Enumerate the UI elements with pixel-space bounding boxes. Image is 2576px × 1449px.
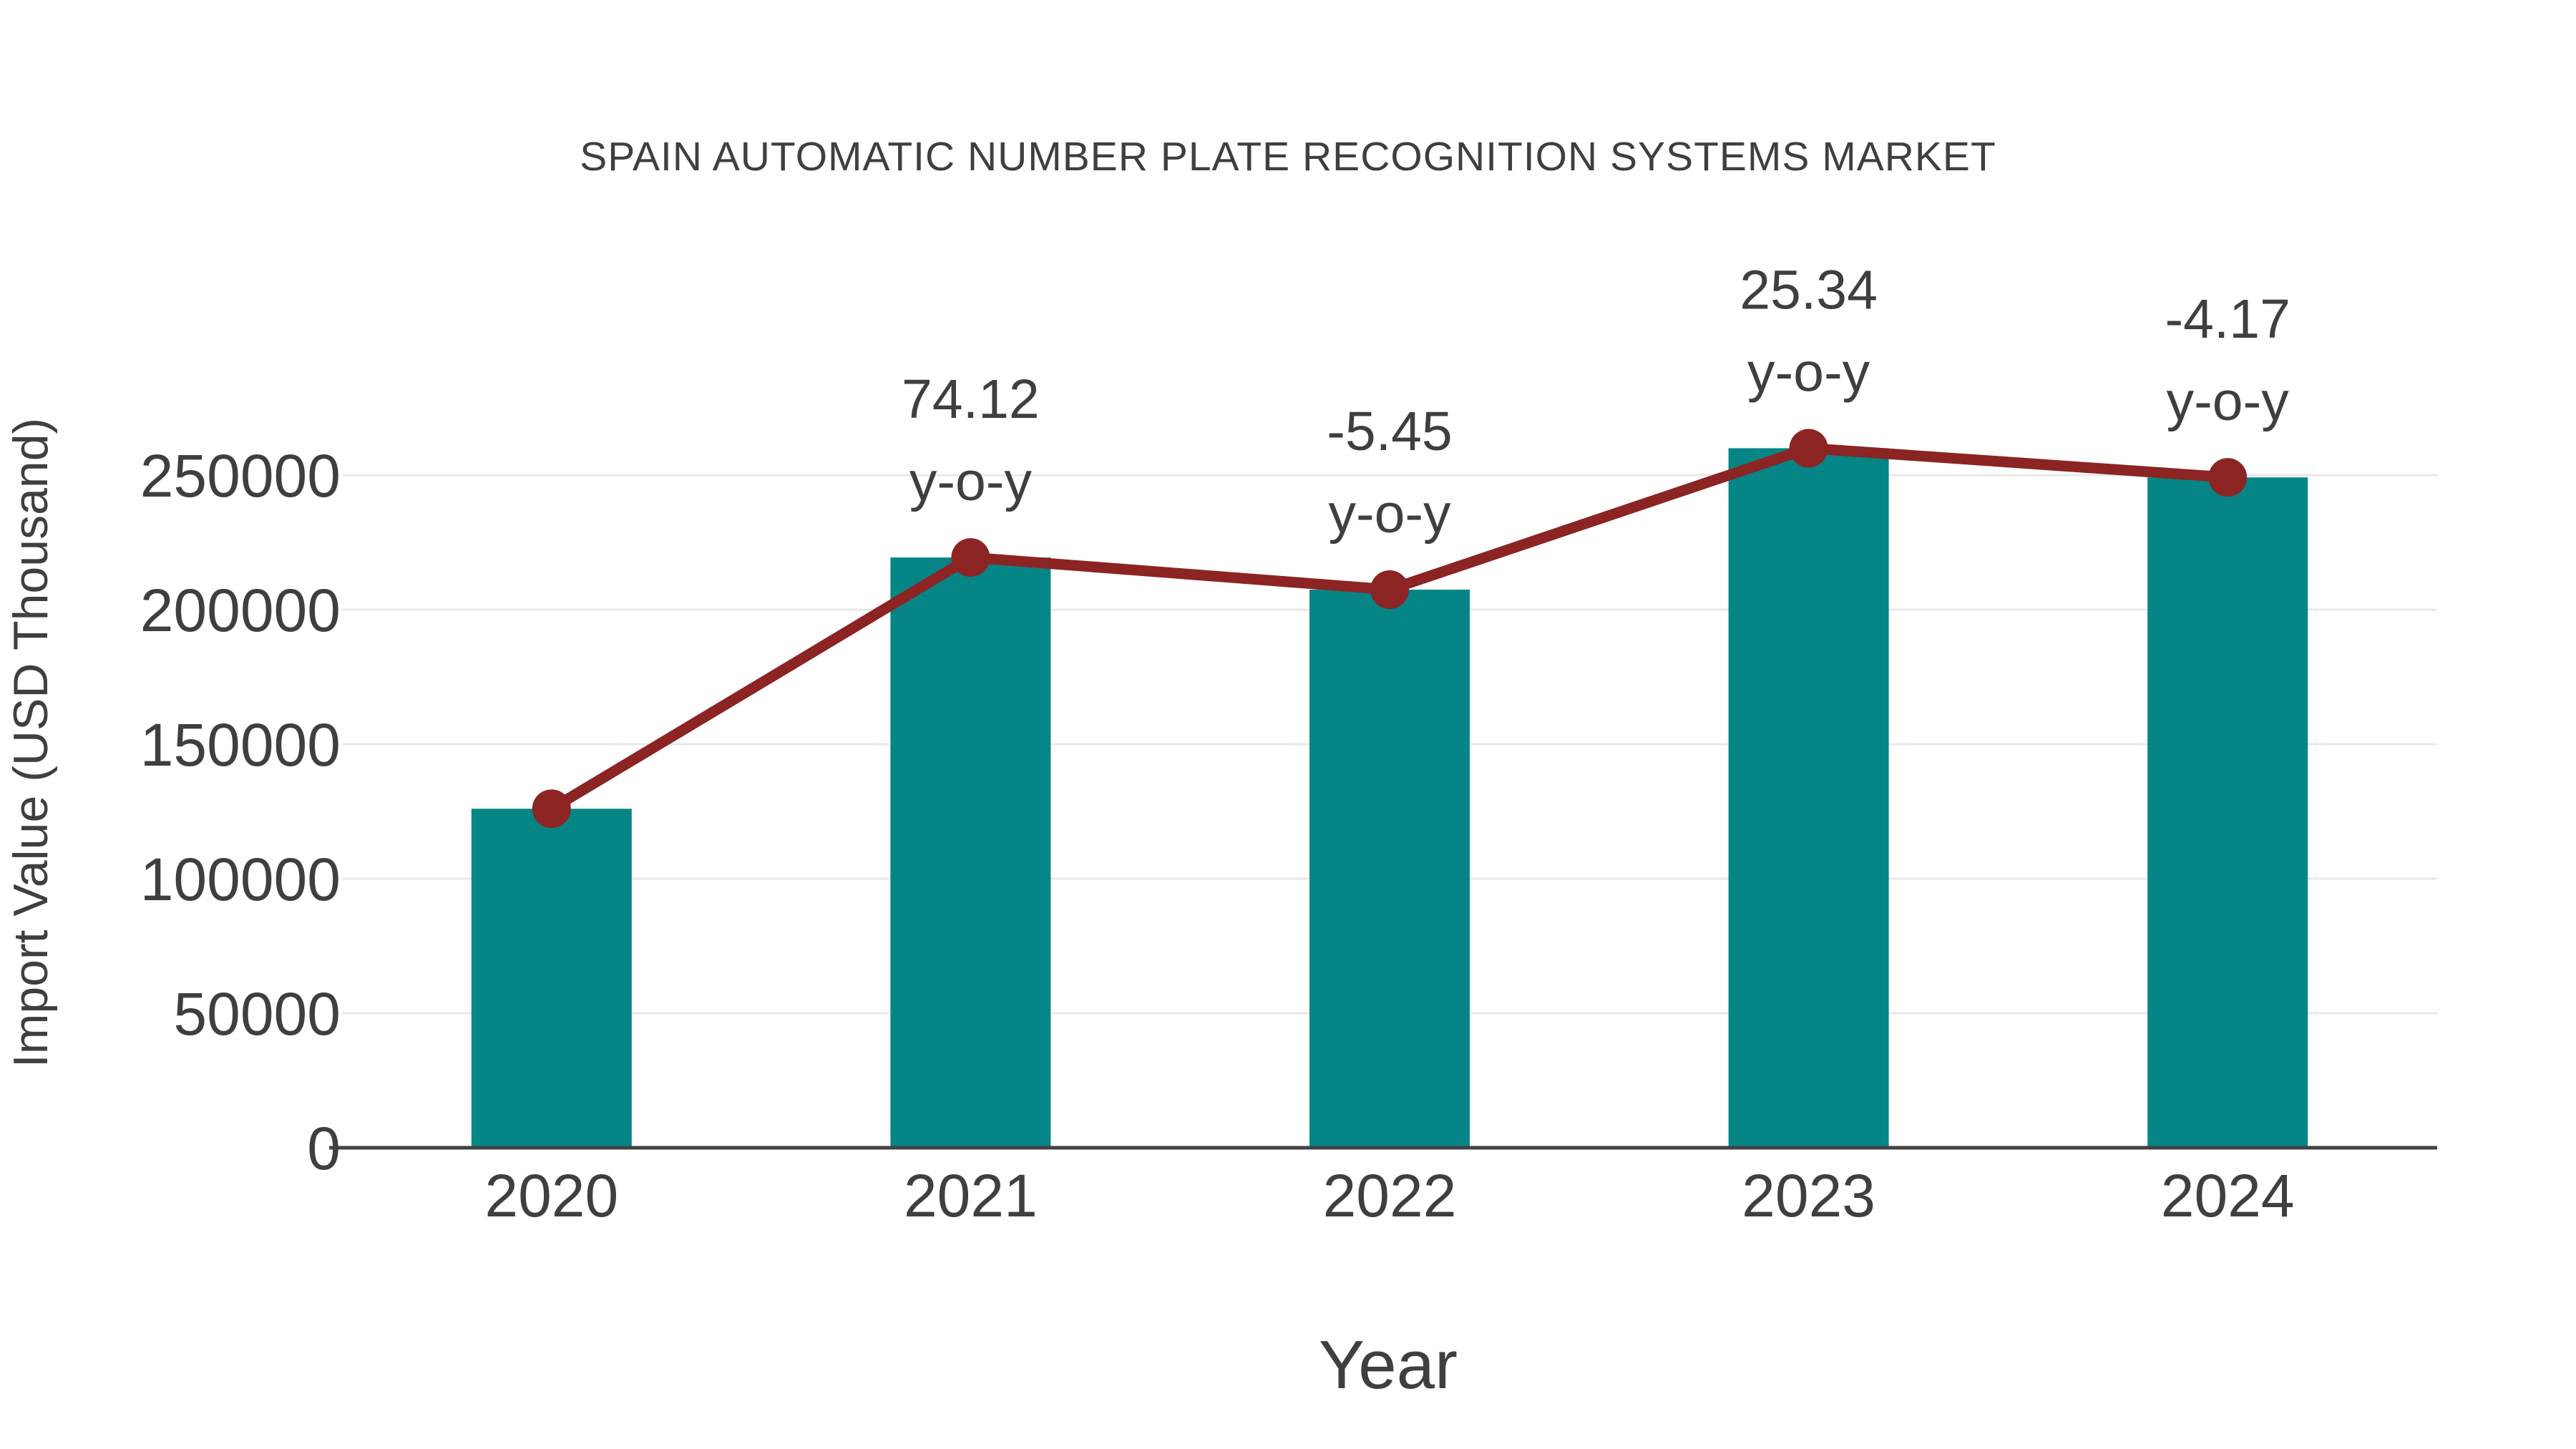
trend-marker-2020 xyxy=(532,789,571,829)
trend-marker-2021 xyxy=(951,538,990,577)
x-tick-label: 2021 xyxy=(904,1162,1038,1229)
annotation-label-2022: y-o-y xyxy=(1328,483,1451,545)
y-tick-label: 250000 xyxy=(140,442,341,509)
y-tick-label: 150000 xyxy=(140,711,341,779)
bar-2023 xyxy=(1728,448,1889,1148)
y-axis-title: Import Value (USD Thousand) xyxy=(4,418,58,1068)
bar-2022 xyxy=(1309,590,1470,1148)
x-tick-label: 2024 xyxy=(2161,1162,2295,1229)
x-axis-title: Year xyxy=(1319,1327,1458,1403)
tick-labels-layer: 0 50000 100000 150000 200000 250000 2020 2021 20… xyxy=(140,442,2295,1229)
annotations-layer: 74.12 y-o-y -5.45 y-o-y 25.34 y-o-y -4.17 y-o-y xyxy=(902,259,2290,545)
annotation-value-2022: -5.45 xyxy=(1327,401,1453,462)
bar-2020 xyxy=(471,809,632,1148)
trend-marker-2023 xyxy=(1789,429,1828,468)
y-tick-label: 50000 xyxy=(173,980,341,1048)
trend-line-layer xyxy=(532,429,2248,829)
bar-2021 xyxy=(890,557,1051,1148)
annotation-value-2023: 25.34 xyxy=(1740,259,1878,321)
annotation-value-2024: -4.17 xyxy=(2165,288,2290,350)
bar-2024 xyxy=(2147,477,2308,1148)
x-tick-label: 2020 xyxy=(484,1162,618,1229)
chart-title: SPAIN AUTOMATIC NUMBER PLATE RECOGNITION… xyxy=(580,134,1996,180)
annotation-label-2024: y-o-y xyxy=(2167,371,2290,432)
trend-marker-2024 xyxy=(2208,458,2248,497)
annotation-label-2021: y-o-y xyxy=(909,451,1033,512)
x-tick-label: 2022 xyxy=(1323,1162,1457,1229)
x-tick-label: 2023 xyxy=(1742,1162,1875,1229)
bars-layer xyxy=(471,448,2308,1148)
y-tick-label: 0 xyxy=(307,1115,341,1182)
annotation-value-2021: 74.12 xyxy=(902,369,1040,430)
y-tick-label: 200000 xyxy=(140,577,341,644)
annotation-label-2023: y-o-y xyxy=(1747,341,1870,403)
trend-marker-2022 xyxy=(1370,570,1409,610)
y-tick-label: 100000 xyxy=(140,846,341,913)
